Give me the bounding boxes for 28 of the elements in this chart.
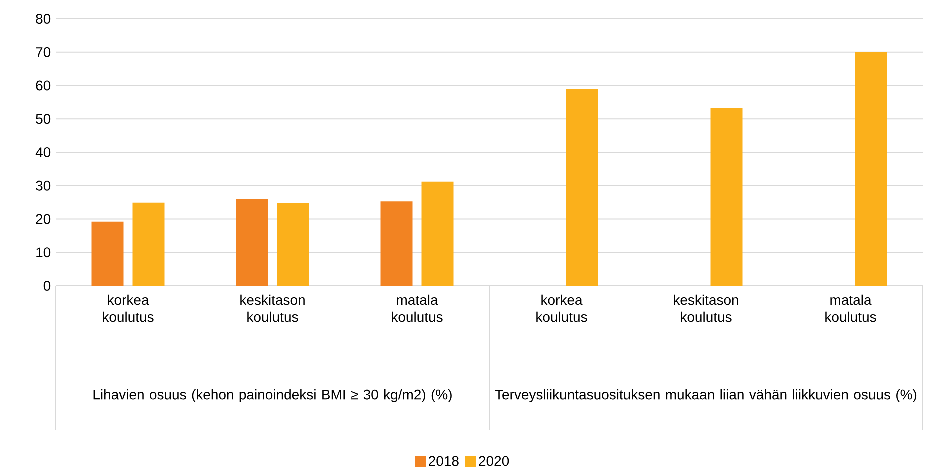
y-tick-label: 0 (44, 281, 51, 291)
x-tick-label: korkea koulutus (536, 294, 588, 322)
bar (277, 203, 310, 286)
x-tick-label: matala koulutus (392, 294, 443, 322)
bar (566, 89, 598, 286)
text: Lihavien osuus (kehon painoindeksi BMI ≥ 30 kg/m2) (%) (94, 389, 452, 403)
x-tick-label: keskitason koulutus (240, 294, 305, 322)
y-tick-label: 10 (36, 248, 51, 258)
y-tick-label: 60 (36, 80, 51, 91)
bar (710, 108, 743, 286)
x-tick-label: matala koulutus (826, 294, 876, 322)
y-tick-label: 20 (36, 214, 51, 224)
y-tick-label: 30 (36, 180, 51, 191)
y-tick-label: 40 (36, 148, 51, 158)
bar (132, 202, 165, 286)
y-tick-label: 70 (36, 47, 51, 58)
y-tick-label: 80 (36, 14, 51, 24)
bar (380, 202, 413, 286)
bar (422, 182, 454, 286)
legend-label: 2018 (429, 456, 459, 466)
x-tick-label: korkea koulutus (103, 294, 154, 322)
bar (92, 222, 124, 286)
legend-label: 2020 (479, 456, 510, 466)
bar (855, 52, 888, 286)
bar (236, 199, 268, 286)
x-tick-label: keskitason koulutus (674, 294, 738, 322)
y-tick-label: 50 (36, 114, 51, 124)
text: Terveysliikuntasuosituksen mukaan liian vähän liikkuvien osuus (%) (495, 389, 917, 403)
